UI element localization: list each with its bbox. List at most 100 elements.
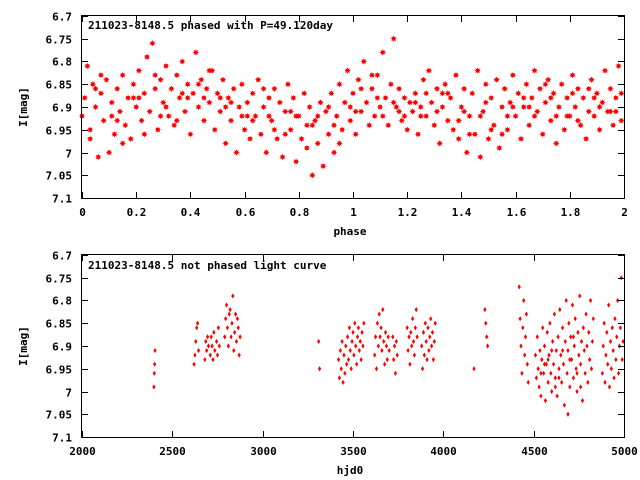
data-point xyxy=(615,62,622,70)
plot-frame xyxy=(81,15,625,199)
data-point xyxy=(374,366,379,372)
data-point xyxy=(149,40,156,47)
data-point xyxy=(583,370,587,376)
data-point xyxy=(563,112,571,120)
data-point xyxy=(618,325,622,331)
y-tick-label: 6.8 xyxy=(52,56,72,69)
data-point xyxy=(375,320,379,326)
data-point xyxy=(325,131,332,138)
data-point xyxy=(460,85,468,92)
data-point xyxy=(426,325,430,331)
data-point xyxy=(355,334,360,340)
data-point xyxy=(333,112,340,120)
data-point xyxy=(509,103,517,111)
data-point xyxy=(542,343,547,349)
data-point xyxy=(605,329,609,335)
data-point xyxy=(588,297,593,304)
y-tick-label: 6.95 xyxy=(46,125,73,138)
data-point xyxy=(153,347,157,354)
y-tick-label: 6.95 xyxy=(46,364,73,377)
data-point xyxy=(345,361,349,367)
data-point xyxy=(428,334,432,340)
data-point xyxy=(203,357,207,363)
data-point xyxy=(206,343,211,349)
x-tick-label: 4500 xyxy=(521,445,548,458)
data-point xyxy=(92,85,99,92)
x-ticks: 0 0.2 0.4 0.6 0.8 1 1.2 1.4 1.6 1.8 2 xyxy=(79,16,628,219)
data-point xyxy=(555,103,563,111)
data-point xyxy=(215,352,220,358)
data-point xyxy=(543,398,548,404)
data-point xyxy=(455,117,462,124)
data-point xyxy=(547,117,555,124)
data-point xyxy=(387,347,391,354)
data-point xyxy=(170,122,178,129)
data-point xyxy=(360,58,368,65)
data-point xyxy=(390,35,397,42)
data-point xyxy=(570,302,575,308)
data-point xyxy=(196,320,200,326)
data-point xyxy=(193,352,197,358)
data-point xyxy=(613,316,617,322)
data-point xyxy=(233,329,237,335)
data-point xyxy=(338,347,342,354)
data-point xyxy=(430,329,435,335)
data-point xyxy=(189,90,197,97)
data-point xyxy=(555,393,559,399)
data-point xyxy=(195,103,202,111)
data-point xyxy=(498,103,506,111)
data-point xyxy=(382,338,386,345)
data-point xyxy=(130,94,137,102)
data-point xyxy=(165,112,172,120)
data-point xyxy=(100,117,107,124)
data-point xyxy=(432,338,436,345)
y-tick-label: 6.9 xyxy=(52,102,72,115)
data-point xyxy=(222,140,229,147)
data-point xyxy=(469,90,476,97)
data-point xyxy=(601,343,605,349)
data-point xyxy=(217,94,224,102)
data-point xyxy=(614,357,618,363)
data-point xyxy=(572,343,576,349)
data-point xyxy=(557,366,561,372)
data-point xyxy=(244,99,251,106)
data-point xyxy=(360,329,364,335)
data-point xyxy=(546,357,550,363)
data-point xyxy=(545,329,549,335)
data-point xyxy=(124,94,132,102)
data-point xyxy=(439,90,446,97)
data-point xyxy=(108,112,116,120)
data-point xyxy=(146,108,153,115)
y-ticks: 6.7 6.75 6.8 6.85 6.9 6.95 7 7.05 7.1 xyxy=(46,250,624,445)
data-point xyxy=(260,103,267,111)
y-tick-label: 6.85 xyxy=(46,318,73,331)
data-point xyxy=(373,352,377,358)
x-tick-label: 2000 xyxy=(69,445,96,458)
data-point xyxy=(268,117,275,124)
data-point xyxy=(609,366,613,372)
data-point xyxy=(412,352,417,358)
data-point xyxy=(254,76,262,83)
data-point xyxy=(347,103,354,111)
data-point xyxy=(203,85,210,92)
data-point xyxy=(534,108,541,115)
data-point xyxy=(496,144,503,152)
data-point xyxy=(575,388,579,395)
data-point xyxy=(517,135,525,143)
data-point xyxy=(208,352,212,358)
data-point xyxy=(230,320,234,326)
data-point xyxy=(206,67,213,74)
data-point xyxy=(563,338,567,345)
y-tick-label: 7.05 xyxy=(46,409,73,422)
data-point xyxy=(194,338,198,345)
data-point xyxy=(162,62,170,70)
data-point xyxy=(273,135,281,143)
data-points xyxy=(78,35,625,179)
data-point xyxy=(582,347,586,354)
data-point xyxy=(309,122,316,129)
data-point xyxy=(518,316,522,322)
data-point xyxy=(406,99,414,106)
data-point xyxy=(362,320,366,326)
data-point xyxy=(209,334,213,340)
data-point xyxy=(328,90,335,97)
